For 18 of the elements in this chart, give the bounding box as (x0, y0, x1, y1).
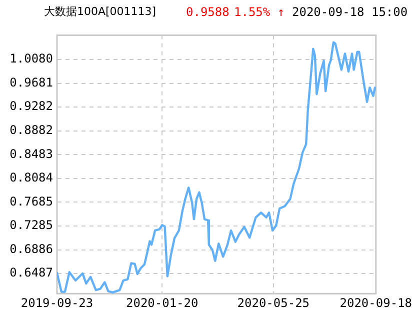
y-tick-label: 0.7685 (10, 194, 53, 208)
x-tick-label: 2020-05-25 (237, 296, 310, 310)
y-tick-label: 1.0080 (10, 52, 53, 66)
text: 2020-09-18 15:00 (292, 4, 408, 20)
y-tick-label: 0.6487 (10, 266, 53, 280)
chart-title: 大数据100A[001113] (44, 4, 156, 20)
text: 1.55% ↑ (234, 4, 285, 20)
y-tick-label: 0.9282 (10, 99, 53, 114)
text: 0.9588 (186, 4, 230, 20)
x-tick-label: 2019-09-23 (20, 296, 94, 310)
y-tick-label: 0.8483 (10, 146, 53, 161)
y-tick-label: 0.6886 (10, 242, 53, 256)
y-tick-label: 0.9681 (10, 75, 53, 90)
x-tick-label: 2020-01-20 (126, 296, 198, 310)
y-tick-label: 0.7285 (10, 218, 53, 232)
y-tick-label: 0.8084 (10, 170, 53, 185)
y-tick-label: 0.8882 (10, 123, 53, 138)
x-tick-label: 2020-09-18 (340, 296, 412, 310)
